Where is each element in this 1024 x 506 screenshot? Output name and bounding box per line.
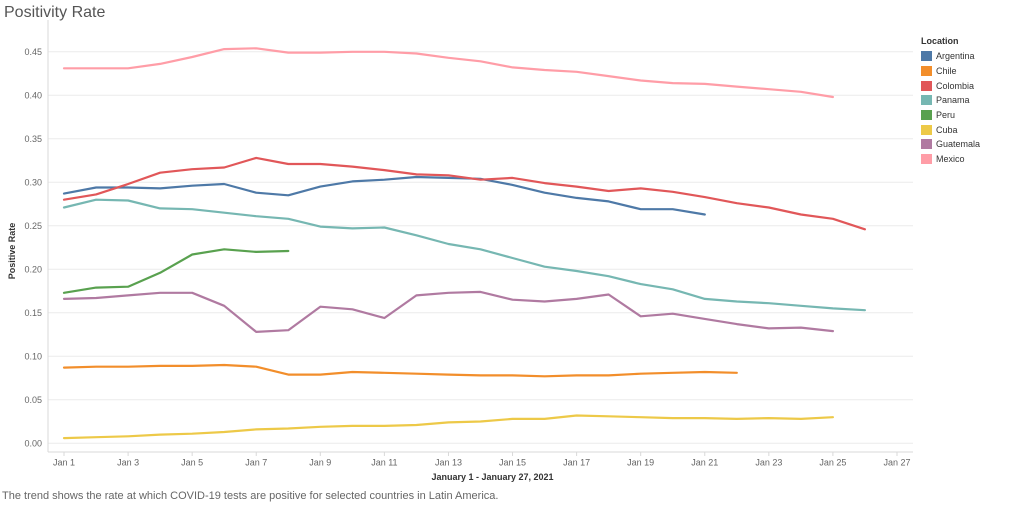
x-tick-label: Jan 17: [563, 457, 590, 467]
series-line-chile: [62, 363, 738, 378]
y-tick-label: 0.30: [24, 177, 42, 187]
gridlines: [47, 20, 913, 453]
y-axis-label: Positive Rate: [7, 223, 17, 280]
series-line-colombia: [62, 156, 867, 231]
legend-item-peru[interactable]: Peru: [921, 108, 980, 123]
legend-swatch: [921, 66, 932, 77]
y-tick-label: 0.05: [24, 395, 42, 405]
legend-label: Colombia: [936, 80, 975, 91]
legend-swatch: [921, 124, 932, 135]
caption: The trend shows the rate at which COVID-…: [2, 490, 499, 502]
legend-item-guatemala[interactable]: Guatemala: [921, 137, 980, 152]
x-tick-label: Jan 13: [435, 457, 462, 467]
y-tick-label: 0.45: [24, 47, 42, 57]
series-line-argentina: [62, 175, 706, 216]
series-line-panama: [62, 198, 867, 312]
chart-title: Positivity Rate: [4, 4, 106, 21]
legend-label: Chile: [936, 66, 957, 77]
x-tick-label: Jan 9: [309, 457, 331, 467]
y-axis-ticks: 0.00 0.05 0.10 0.15 0.20 0.25 0.30 0.35 0.40 0.45: [24, 47, 42, 449]
legend-item-panama[interactable]: Panama: [921, 93, 980, 108]
legend-swatch: [921, 51, 932, 62]
x-tick-label: Jan 25: [819, 457, 846, 467]
x-tick-label: Jan 27: [883, 457, 910, 467]
series-line-guatemala: [62, 290, 835, 333]
legend-item-mexico[interactable]: Mexico: [921, 152, 980, 167]
legend-swatch: [921, 154, 932, 165]
legend-item-chile[interactable]: Chile: [921, 64, 980, 79]
legend-swatch: [921, 80, 932, 91]
legend-label: Panama: [936, 95, 970, 106]
legend-swatch: [921, 95, 932, 106]
x-tick-label: Jan 23: [755, 457, 782, 467]
legend-title: Location: [921, 36, 959, 46]
y-tick-label: 0.40: [24, 90, 42, 100]
legend-swatch: [921, 110, 932, 121]
y-tick-label: 0.35: [24, 134, 42, 144]
series-line-mexico: [62, 47, 835, 99]
x-tick-label: Jan 5: [181, 457, 203, 467]
x-axis-label: January 1 - January 27, 2021: [431, 472, 553, 482]
legend-label: Mexico: [936, 154, 965, 165]
y-tick-label: 0.10: [24, 351, 42, 361]
legend-item-cuba[interactable]: Cuba: [921, 122, 980, 137]
x-axis-ticks: Jan 1 Jan 3 Jan 5 Jan 7 Jan 9 Jan 11 Jan 13 Jan…: [53, 452, 910, 467]
series-lines: [62, 47, 867, 440]
y-tick-label: 0.15: [24, 308, 42, 318]
legend-label: Guatemala: [936, 139, 981, 150]
legend-label: Peru: [936, 110, 956, 121]
series-line-cuba: [62, 414, 835, 440]
x-tick-label: Jan 15: [499, 457, 526, 467]
x-tick-label: Jan 3: [117, 457, 139, 467]
x-tick-label: Jan 7: [245, 457, 267, 467]
y-tick-label: 0.25: [24, 221, 42, 231]
x-tick-label: Jan 19: [627, 457, 654, 467]
y-tick-label: 0.20: [24, 264, 42, 274]
legend-item-argentina[interactable]: Argentina: [921, 49, 980, 64]
legend-swatch: [921, 139, 932, 150]
line-chart: Jan 1 Jan 3 Jan 5 Jan 7 Jan 9 Jan 11 Jan 13 Jan…: [7, 20, 913, 482]
legend: Location Argentina Chile Colombia Panama Per…: [921, 36, 980, 167]
x-tick-label: Jan 21: [691, 457, 718, 467]
legend-label: Cuba: [936, 124, 958, 135]
legend-item-colombia[interactable]: Colombia: [921, 78, 980, 93]
y-tick-label: 0.00: [24, 438, 42, 448]
x-tick-label: Jan 11: [371, 457, 397, 467]
x-tick-label: Jan 1: [53, 457, 75, 467]
legend-label: Argentina: [936, 51, 975, 62]
series-line-peru: [62, 248, 290, 294]
